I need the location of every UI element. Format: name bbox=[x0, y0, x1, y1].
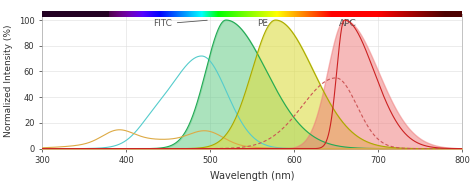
Text: APC: APC bbox=[339, 19, 357, 28]
Y-axis label: Normalized Intensity (%): Normalized Intensity (%) bbox=[4, 25, 13, 137]
Text: FITC: FITC bbox=[153, 19, 207, 28]
Text: PE: PE bbox=[257, 19, 268, 28]
X-axis label: Wavelength (nm): Wavelength (nm) bbox=[210, 171, 294, 181]
